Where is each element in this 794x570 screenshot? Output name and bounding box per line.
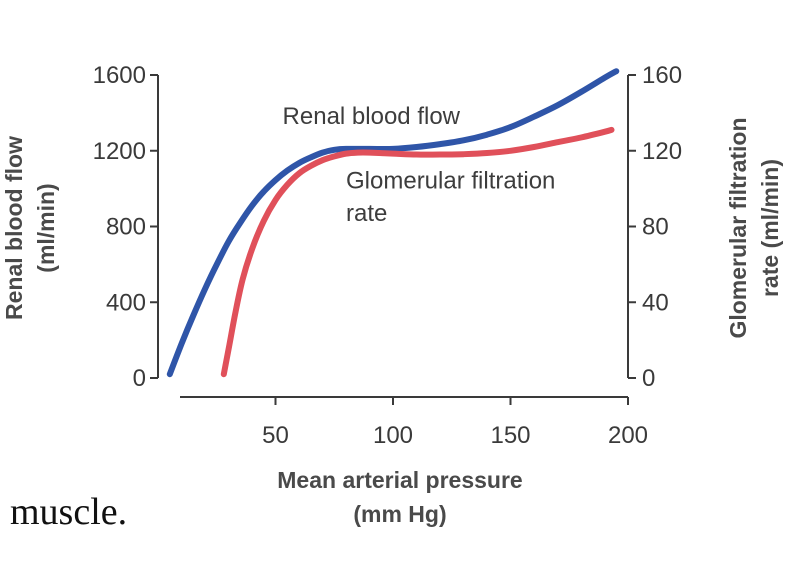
annotation-label: rate	[346, 200, 387, 227]
y-right-axis-title: Glomerular filtration	[725, 117, 751, 338]
y-right-tick-label: 80	[642, 214, 669, 241]
annotation-label: Renal blood flow	[283, 103, 461, 130]
y-right-tick-label: 40	[642, 289, 669, 316]
y-right-tick-label: 0	[642, 365, 655, 392]
series-layer	[166, 68, 620, 378]
axes: 0 400 800 1200 1600 0 40 80 120 160 50 100 150 200	[93, 62, 682, 449]
y-left-tick-label: 1200	[93, 138, 146, 165]
x-tick-label: 150	[490, 422, 530, 449]
y-right-tick-label: 120	[642, 138, 682, 165]
x-tick-label: 200	[608, 422, 648, 449]
y-right-title-group: Glomerular filtration rate (ml/min)	[725, 117, 783, 338]
series-line-renal-blood-flow	[166, 68, 620, 378]
y-left-tick-label: 0	[133, 365, 146, 392]
y-left-tick-label: 1600	[93, 62, 146, 89]
series-line-glomerular-filtration-rate	[220, 126, 615, 378]
y-left-tick-label: 400	[106, 289, 146, 316]
x-axis-unit: (mm Hg)	[353, 501, 446, 527]
caption-text: muscle.	[10, 491, 128, 533]
y-left-tick-label: 800	[106, 214, 146, 241]
y-right-axis-unit: rate (ml/min)	[757, 159, 783, 297]
y-right-tick-label: 160	[642, 62, 682, 89]
x-axis-title: Mean arterial pressure	[277, 467, 522, 493]
x-tick-label: 100	[373, 422, 413, 449]
annotation-label: Glomerular filtration	[346, 168, 555, 195]
y-left-axis-unit: (ml/min)	[33, 183, 59, 272]
x-tick-label: 50	[262, 422, 289, 449]
y-left-axis-title: Renal blood flow	[1, 136, 27, 320]
y-left-title-group: Renal blood flow (ml/min)	[1, 136, 59, 320]
